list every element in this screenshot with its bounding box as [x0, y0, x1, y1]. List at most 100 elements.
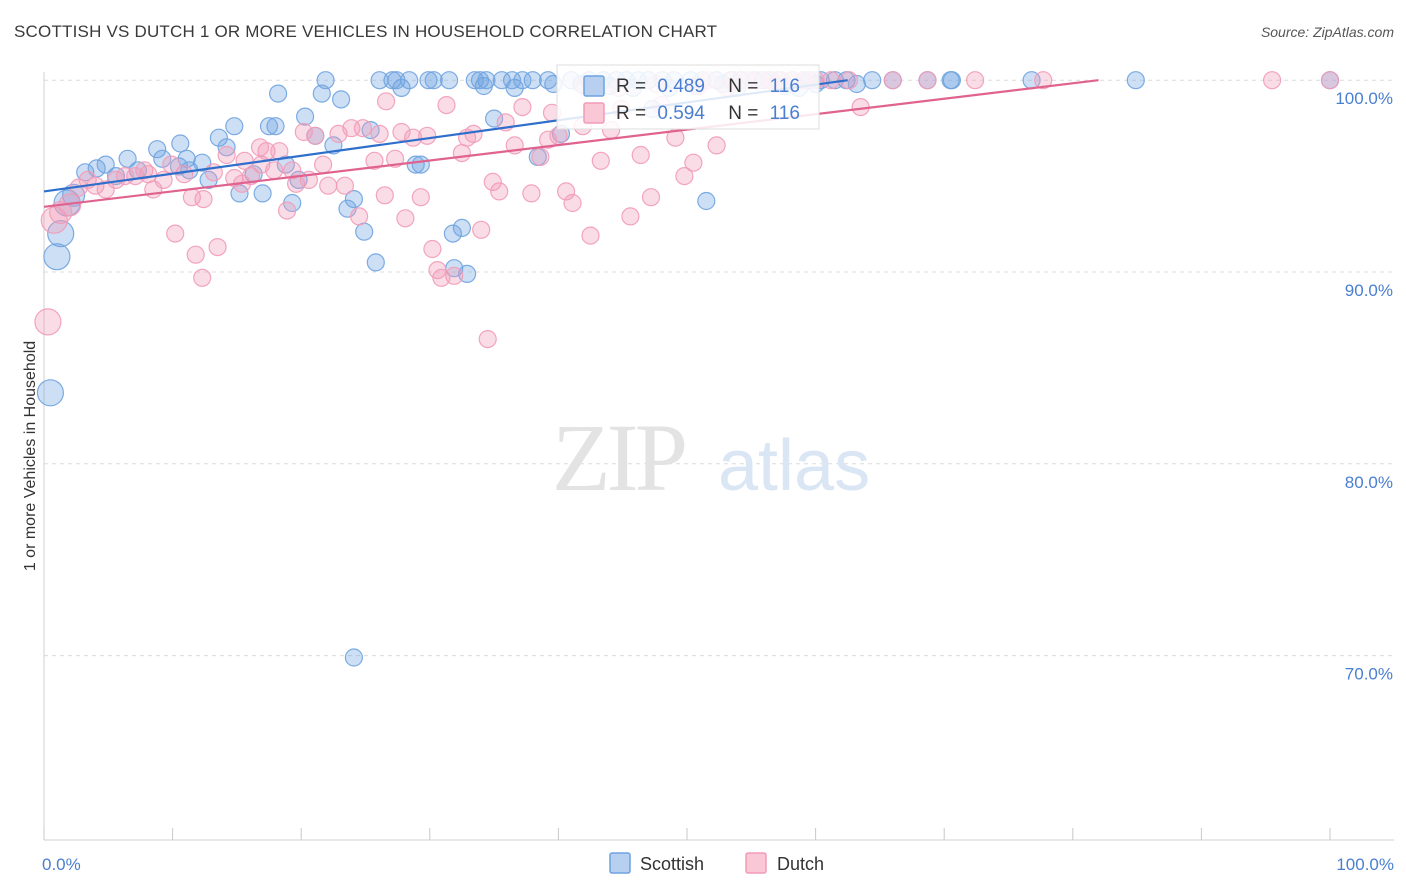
scottish-point-35 [324, 136, 343, 155]
dutch-point-85 [675, 167, 694, 186]
legend-dutch-n-value: 116 [770, 103, 800, 124]
dutch-point-81 [631, 145, 650, 165]
dutch-point-69 [522, 184, 541, 203]
dutch-trend-line [43, 79, 1099, 208]
dutch-point-62 [472, 220, 491, 239]
scottish-point-7 [96, 155, 115, 174]
dutch-point-54 [423, 239, 442, 259]
dutch-point-52 [411, 188, 430, 207]
scottish-point-0 [36, 379, 65, 407]
scottish-point-63 [513, 71, 532, 90]
watermark-zip: ZIP [552, 404, 685, 511]
dutch-point-23 [217, 145, 236, 165]
dutch-point-16 [175, 165, 194, 184]
scottish-point-21 [225, 117, 244, 136]
dutch-point-104 [1262, 71, 1282, 90]
scottish-point-42 [366, 253, 385, 272]
dutch-point-76 [581, 226, 600, 245]
dutch-point-18 [186, 245, 205, 264]
scottish-point-36 [332, 90, 351, 109]
scottish-point-55 [452, 218, 471, 237]
legend-dutch-r-value: 0.594 [657, 103, 705, 124]
scottish-point-33 [312, 84, 331, 103]
dutch-point-2 [49, 200, 73, 225]
scottish-point-31 [296, 107, 315, 126]
scottish-point-101 [474, 76, 493, 96]
dutch-point-37 [306, 126, 325, 145]
dutch-point-88 [707, 136, 726, 155]
dutch-point-59 [452, 144, 471, 163]
scottish-point-1 [43, 243, 71, 271]
scottish-point-47 [400, 71, 419, 90]
scottish-point-38 [344, 190, 363, 209]
scottish-point-4 [61, 183, 86, 207]
scottish-point-19 [209, 128, 228, 147]
legend-scottish-n-value: 116 [770, 76, 800, 97]
dutch-point-0 [34, 308, 62, 336]
legend-swatch-dutch [583, 102, 605, 124]
dutch-point-43 [350, 207, 369, 226]
watermark-atlas: atlas [718, 426, 870, 506]
legend-scottish-r-value: 0.489 [657, 76, 705, 97]
y-tick-label-90: 90.0% [1345, 281, 1393, 300]
bottom-legend: Scottish Dutch [609, 852, 824, 874]
scottish-point-102 [505, 78, 524, 98]
bottom-legend-label-dutch: Dutch [777, 854, 824, 874]
dutch-point-38 [314, 155, 333, 174]
dutch-point-33 [283, 161, 302, 180]
dutch-point-58 [445, 266, 464, 285]
x-tick-label-max: 100.0% [1336, 855, 1394, 874]
scottish-point-51 [424, 71, 443, 90]
legend-scottish-n-label: N = [728, 76, 758, 97]
scottish-point-53 [443, 224, 462, 243]
dutch-point-102 [965, 71, 985, 90]
scottish-point-26 [266, 117, 285, 136]
dutch-point-63 [478, 330, 497, 349]
dutch-point-57 [437, 95, 456, 115]
scottish-point-14 [171, 134, 190, 153]
dutch-point-114 [250, 138, 270, 157]
legend-scottish-r-label: R = [616, 76, 646, 97]
legend-dutch-r-label: R = [616, 103, 646, 124]
scottish-point-46 [392, 78, 411, 98]
x-tick-marks [43, 828, 1331, 840]
scottish-point-99 [1126, 71, 1145, 90]
chart-title: SCOTTISH VS DUTCH 1 OR MORE VEHICLES IN … [14, 22, 718, 41]
dutch-point-22 [208, 238, 227, 257]
dutch-point-97 [821, 71, 841, 90]
dutch-point-73 [556, 182, 576, 201]
dutch-point-49 [392, 122, 411, 142]
watermark: ZIP atlas [552, 404, 870, 511]
x-tick-label-min: 0.0% [42, 855, 81, 874]
bottom-legend-label-scottish: Scottish [640, 854, 704, 874]
y-tick-label-70: 70.0% [1345, 665, 1393, 684]
dutch-point-26 [235, 151, 254, 170]
dutch-point-71 [538, 130, 558, 149]
bottom-legend-swatch-scottish [609, 852, 631, 874]
dutch-point-80 [621, 207, 640, 226]
scottish-point-48 [406, 155, 425, 174]
dutch-point-86 [684, 153, 703, 172]
dutch-point-30 [265, 161, 284, 180]
dutch-point-105 [1320, 71, 1340, 90]
dutch-point-100 [883, 71, 902, 90]
svg-text:R = 0.489 N =: R = 0.489 N = 116 [616, 76, 800, 97]
dutch-point-41 [335, 176, 354, 195]
legend-dutch-n-label: N = [728, 103, 758, 124]
scottish-point-34 [316, 71, 335, 90]
scottish-point-40 [355, 222, 374, 241]
scottish-point-39 [344, 648, 363, 667]
dutch-point-101 [918, 71, 937, 90]
y-axis-label: 1 or more Vehicles in Household [22, 341, 39, 571]
scottish-point-25 [259, 117, 279, 136]
dutch-point-115 [139, 165, 158, 184]
scottish-point-97 [942, 71, 962, 90]
dutch-point-74 [563, 193, 582, 213]
dutch-point-77 [591, 151, 610, 170]
scottish-point-94 [863, 71, 882, 90]
dutch-point-72 [549, 126, 568, 145]
scottish-point-60 [485, 109, 504, 128]
dutch-point-103 [1034, 71, 1053, 90]
scottish-point-49 [411, 155, 430, 174]
axes [43, 72, 1394, 841]
